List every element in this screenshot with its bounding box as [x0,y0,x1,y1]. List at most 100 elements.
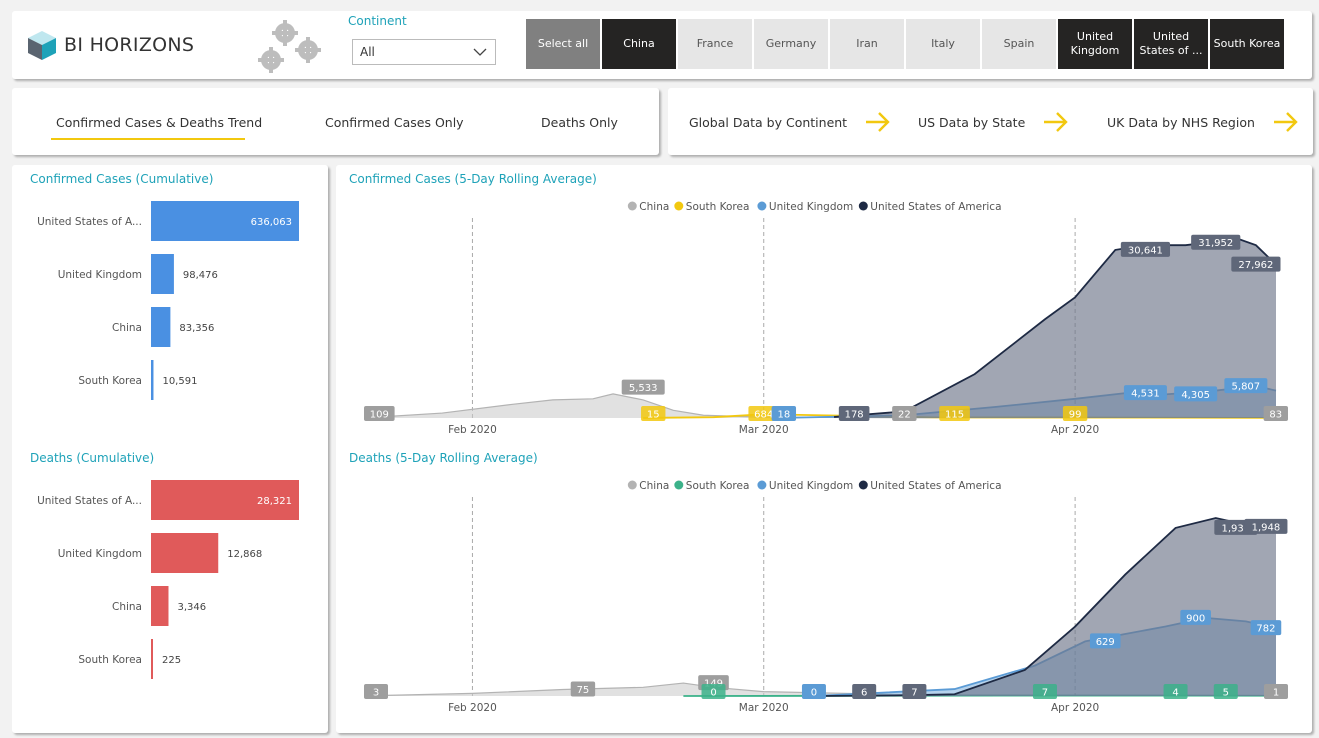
x-tick-label: Feb 2020 [448,702,497,714]
cases-cumulative-title: Confirmed Cases (Cumulative) [30,172,214,186]
data-label: 4,531 [1131,389,1160,400]
legend-label: United States of America [870,201,1001,213]
data-label-badge [1244,518,1288,534]
country-slicer: Select all China France Germany Iran Italy Spa… [526,19,1284,69]
series-area-china [372,393,1276,418]
data-label-badge [701,684,726,699]
series-area-united-states-of-america [834,238,1276,418]
data-label: 900 [1186,613,1205,624]
cube-logo-icon [28,31,56,60]
data-label-badge [1231,256,1281,272]
cases-cumulative-chart: United States of A... 636,063 United Kingd… [37,201,299,400]
page-navigation: Global Data by Continent US Data by Stat… [668,88,1313,155]
data-label-badge [852,684,877,699]
legend-marker [858,480,868,490]
slicer-chip-select-all[interactable]: Select all [526,19,600,69]
data-label-badge [892,406,917,421]
data-label: 83 [1269,410,1282,421]
cases-rolling-title: Confirmed Cases (5-Day Rolling Average) [349,172,597,186]
slicer-chip-united-kingdom[interactable]: United Kingdom [1058,19,1132,69]
legend-marker [674,201,684,211]
data-label: 30,641 [1128,245,1163,256]
bar [151,360,154,400]
data-label: 629 [1096,637,1115,648]
data-label-badge [1263,406,1288,421]
legend-label: South Korea [686,480,750,492]
slicer-chip-united-states-of[interactable]: United States of ... [1134,19,1208,69]
data-label: 15 [647,410,660,421]
data-label: 22 [898,410,911,421]
bar-category-label: United States of A... [37,495,142,507]
data-label: 4,305 [1181,390,1210,401]
bar [151,254,174,294]
x-tick-label: Mar 2020 [739,424,789,436]
slicer-chip-italy[interactable]: Italy [906,19,980,69]
continent-dropdown[interactable]: All [352,39,496,65]
legend-marker [757,480,767,490]
bar-category-label: United States of A... [37,216,142,228]
data-label-badge [1062,406,1088,421]
arrow-right-icon [1044,112,1068,132]
slicer-chip-china[interactable]: China [602,19,676,69]
data-label: 31,952 [1198,238,1233,249]
deaths-cumulative-title: Deaths (Cumulative) [30,451,155,465]
tab-cases-deaths-trend[interactable]: Confirmed Cases & Deaths Trend [56,115,263,130]
arrow-right-icon [866,112,890,132]
legend-marker [627,201,637,211]
data-label: 115 [945,410,964,421]
data-label-badge [1163,684,1188,699]
bar-data-label: 10,591 [162,376,197,387]
data-label-badge [1250,620,1282,636]
bar-category-label: United Kingdom [58,548,142,560]
data-label: 5,807 [1232,382,1261,393]
deaths-rolling-title: Deaths (5-Day Rolling Average) [349,451,538,465]
data-label: 1,936 [1222,523,1251,534]
bar-data-label: 636,063 [251,217,292,228]
deaths-cumulative-chart: United States of A... 28,321 United Kingdo… [37,480,299,679]
nav-label: UK Data by NHS Region [1107,114,1255,130]
legend-marker [757,201,767,211]
data-label-badge [1224,378,1268,394]
bar-category-label: United Kingdom [58,269,142,281]
tab-deaths-only[interactable]: Deaths Only [541,115,618,130]
chart-legend: China South Korea United Kingdom United Sta… [627,201,1002,213]
bar [151,586,169,626]
data-label: 782 [1256,624,1275,635]
page-tabs: Confirmed Cases & Deaths Trend Confirmed… [12,88,659,155]
slicer-chip-spain[interactable]: Spain [982,19,1056,69]
legend-label: South Korea [686,201,750,213]
bar-data-label: 12,868 [227,549,262,560]
slicer-chip-iran[interactable]: Iran [830,19,904,69]
data-label: 4 [1172,688,1178,699]
data-label-badge [1191,234,1241,250]
nav-global-data-by-continent[interactable]: Global Data by Continent [689,108,891,136]
data-label-badge [1264,684,1288,699]
slicer-chip-south-korea[interactable]: South Korea [1210,19,1284,69]
bar [151,639,153,679]
x-tick-label: Feb 2020 [448,424,497,436]
legend-label: China [639,201,669,213]
slicer-chip-germany[interactable]: Germany [754,19,828,69]
tab-confirmed-cases-only[interactable]: Confirmed Cases Only [325,115,464,130]
bar-category-label: China [112,601,142,613]
data-label: 6 [861,688,867,699]
data-label-badge [1120,241,1171,257]
gears-icon [257,17,327,79]
bar-data-label: 3,346 [177,602,206,613]
legend-label: United Kingdom [769,480,853,492]
legend-label: United States of America [870,480,1001,492]
cases-rolling-chart: China South Korea United Kingdom United Sta… [364,201,1288,436]
data-label: 1,948 [1252,522,1281,533]
data-label-badge [621,379,665,395]
nav-uk-data-by-nhs-region[interactable]: UK Data by NHS Region [1107,108,1299,136]
brand-name: BI HORIZONS [64,34,195,56]
bar [151,533,219,573]
slicer-chip-france[interactable]: France [678,19,752,69]
data-label-badge [364,406,395,421]
data-label-badge [801,684,826,699]
data-label: 5 [1223,688,1229,699]
nav-us-data-by-state[interactable]: US Data by State [918,108,1069,136]
data-label-badge [771,406,797,421]
legend-marker [627,480,637,490]
bar-data-label: 98,476 [183,270,218,281]
